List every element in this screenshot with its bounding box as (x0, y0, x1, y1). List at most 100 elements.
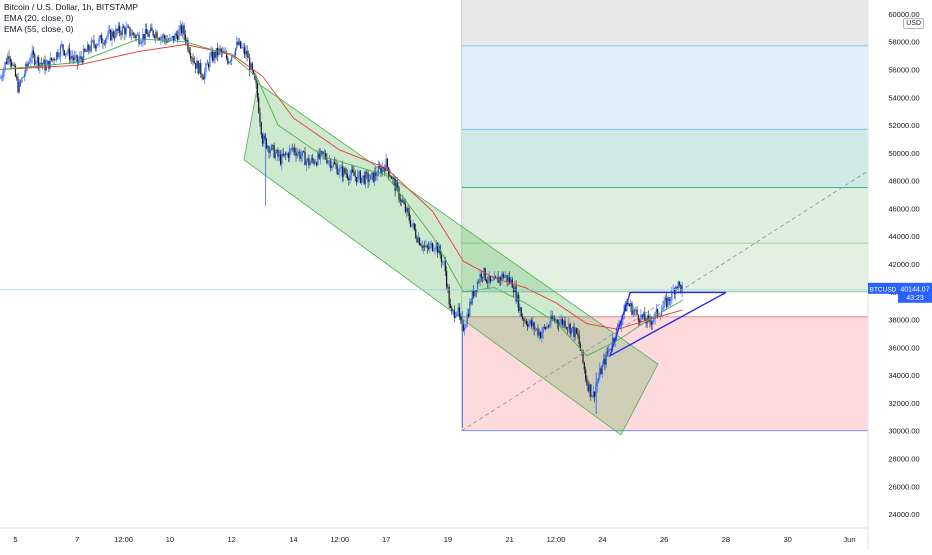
candle-body (121, 26, 123, 36)
candle-body (322, 151, 324, 155)
candle-body (514, 286, 516, 293)
candle-body (424, 245, 426, 247)
time-tick-label: 12:00 (114, 535, 133, 544)
candle-body (186, 39, 188, 42)
time-tick-label: 28 (722, 535, 730, 544)
candle-body (610, 347, 612, 350)
candle-body (41, 63, 44, 65)
candle-body (270, 145, 273, 151)
currency-button[interactable]: USD (903, 18, 924, 29)
ema55-legend[interactable]: EMA (55, close, 0) (4, 24, 74, 34)
candle-body (603, 358, 605, 365)
candle-body (434, 248, 436, 251)
candle-body (276, 149, 278, 153)
candle-body (303, 151, 305, 153)
candle-body (412, 223, 414, 225)
price-tick-label: 38000.00 (888, 316, 919, 325)
candle-body (353, 171, 355, 176)
time-scale[interactable]: 5 7 12:00 10 12 14 12:00 17 19 21 12:00 24 26 28 30 Jun (0, 527, 868, 544)
candle-body (462, 324, 464, 331)
candle-body (184, 35, 186, 42)
candle-body (418, 237, 421, 245)
candle-body (104, 39, 107, 45)
candle-body (134, 35, 136, 38)
candle-body (357, 173, 359, 183)
candle-body (478, 281, 480, 283)
candle-body (111, 31, 113, 41)
candle-body (372, 172, 374, 182)
candle-body (371, 172, 373, 175)
candle-body (133, 32, 135, 36)
ema-lines (0, 38, 683, 357)
candle-body (621, 319, 623, 326)
candle-body (98, 37, 100, 44)
candle-body (588, 384, 591, 392)
candle-body (582, 350, 584, 363)
candle-body (192, 58, 194, 62)
candle-body (380, 167, 382, 174)
candle-body (494, 276, 497, 278)
candle-body (466, 313, 468, 325)
candle-body (644, 312, 646, 321)
candle-body (16, 76, 18, 79)
candle-body (25, 63, 27, 75)
candle-body (510, 279, 512, 283)
candle-body (74, 56, 76, 60)
candle-body (310, 158, 313, 163)
ema20-legend[interactable]: EMA (20, close, 0) (4, 13, 74, 23)
symbol-title[interactable]: Bitcoin / U.S. Dollar, 1h, BITSTAMP (4, 2, 138, 12)
candle-body (541, 333, 543, 338)
dashed-trendline (461, 170, 869, 432)
price-tick-label: 28000.00 (888, 455, 919, 464)
candle-body (516, 294, 519, 302)
candle-body (313, 160, 315, 164)
candle-body (18, 82, 20, 93)
candle-body (473, 290, 475, 297)
candle-body (366, 172, 368, 174)
candle-body (587, 384, 589, 392)
candle-body (95, 45, 98, 49)
candle-body (379, 166, 381, 168)
candle-body (363, 175, 365, 184)
fib-retracement[interactable] (461, 0, 868, 432)
drawing-tools[interactable] (0, 170, 869, 432)
candle-body (343, 168, 345, 177)
price-tick-label: 30000.00 (888, 427, 919, 436)
candle-body (528, 323, 530, 327)
candle-body (520, 307, 522, 317)
candle-body (305, 160, 307, 166)
candle-body (155, 32, 157, 38)
price-scale[interactable]: 58000.00 56000.00 54000.00 52000.00 50000.00… (867, 0, 932, 550)
candle-body (34, 54, 36, 65)
candle-body (88, 44, 90, 51)
candle-body (49, 57, 51, 69)
candle-body (281, 153, 283, 165)
candle-body (272, 145, 274, 146)
candle-body (564, 320, 566, 328)
candle-body (196, 61, 198, 69)
price-tick-label: 50000.00 (888, 149, 919, 158)
candle-body (355, 176, 358, 183)
candle-body (0, 77, 1, 79)
candle-body (458, 307, 461, 317)
ema20-line (0, 38, 683, 357)
candle-body (430, 243, 432, 245)
candle-body (59, 45, 62, 57)
candle-body (604, 358, 606, 365)
candle-body (135, 35, 138, 38)
candle-body (283, 153, 286, 156)
candle-body (524, 320, 526, 322)
candle-body (328, 160, 331, 162)
candle-body (554, 318, 556, 321)
candle-body (304, 152, 306, 166)
candle-body (79, 56, 81, 61)
candle-body (591, 396, 593, 397)
candle-body (427, 247, 430, 249)
candle-body (527, 324, 529, 327)
time-tick-label: 17 (382, 535, 390, 544)
candle-body (545, 327, 547, 329)
candle-body (115, 29, 117, 38)
candle-body (565, 327, 567, 329)
